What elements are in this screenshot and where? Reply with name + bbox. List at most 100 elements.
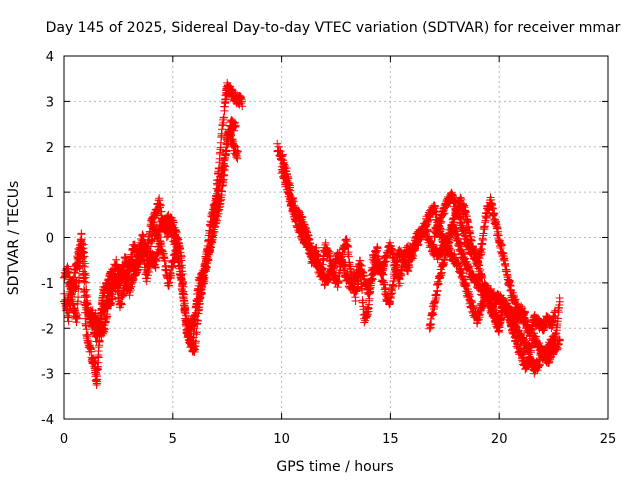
data-point [196,293,205,302]
data-point [551,314,560,323]
x-tick-label: 20 [491,432,508,447]
data-point [422,225,431,234]
data-point [219,113,228,122]
data-point [79,240,88,249]
data-point [360,318,369,327]
data-point [474,275,482,284]
data-point [190,329,198,338]
data-point [299,229,308,238]
data-point [379,270,388,279]
data-point [160,256,169,265]
data-point [217,195,226,204]
data-point [432,291,441,300]
data-point [289,202,298,211]
data-point [467,236,476,245]
data-point [114,284,123,293]
y-tick-label: 2 [46,141,54,156]
data-point [475,254,484,263]
data-point [80,277,89,286]
data-point [312,243,321,252]
data-point [448,225,457,234]
data-point [474,260,483,269]
data-point [456,194,465,203]
data-point [221,162,229,171]
data-point [373,244,382,253]
data-point [437,268,446,277]
data-point [506,304,515,313]
data-point [457,195,466,204]
data-point [536,360,544,369]
y-axis-label: SDTVAR / TECUs [6,181,22,296]
data-point [283,180,292,189]
data-point [450,250,459,259]
y-tick-label: -4 [41,413,54,428]
data-point [292,216,301,224]
y-tick-label: -2 [41,322,54,337]
data-point [452,253,461,262]
data-points [60,78,564,389]
data-point [209,210,218,219]
data-point [495,323,504,332]
data-point [334,278,343,287]
data-point [97,314,105,323]
data-point [551,306,560,315]
data-point [357,261,366,270]
data-point [220,170,229,179]
data-point [392,267,401,276]
data-point [193,303,202,312]
data-point [222,95,231,104]
x-tick-labels: 0 5 10 15 20 25 [60,432,616,447]
y-tick-label: 3 [46,95,54,110]
data-point [64,317,73,326]
plot-frame [63,55,609,420]
data-point [483,283,491,291]
data-point [427,320,436,329]
data-point [170,231,179,240]
data-point [175,262,184,271]
data-point [298,212,307,221]
data-point [490,209,499,218]
data-point [127,252,136,261]
data-point [349,283,358,292]
x-tick-label: 15 [382,432,399,447]
data-point [405,263,414,272]
data-point [83,330,92,339]
data-point [238,102,247,111]
x-tick-label: 25 [600,432,617,447]
data-point [96,317,105,326]
data-point [511,295,520,304]
data-point [212,218,221,227]
x-tick-label: 0 [60,432,68,447]
data-point [388,289,397,298]
data-point [82,321,90,330]
x-axis-label: GPS time / hours [276,459,393,475]
data-point [199,275,208,284]
data-point [371,267,380,276]
data-point [440,209,449,218]
data-point [363,310,372,319]
data-point [233,147,242,156]
x-tick-label: 5 [169,432,177,447]
data-point [551,337,560,346]
y-tick-label: -1 [41,277,54,292]
data-point [178,280,187,289]
data-point [182,319,191,328]
data-point [213,216,222,225]
data-point [82,278,90,287]
data-point [456,240,465,249]
y-tick-label: 4 [46,50,54,65]
x-tick-label: 10 [273,432,290,447]
data-point [80,252,89,261]
data-point [504,302,513,311]
data-point [80,259,89,268]
data-point [92,337,101,346]
data-point [93,375,102,384]
data-point [433,287,442,296]
data-point [73,314,82,323]
data-point [81,271,90,280]
y-tick-label: 1 [46,186,54,201]
data-point [395,279,404,288]
y-tick-label: 0 [46,232,54,247]
